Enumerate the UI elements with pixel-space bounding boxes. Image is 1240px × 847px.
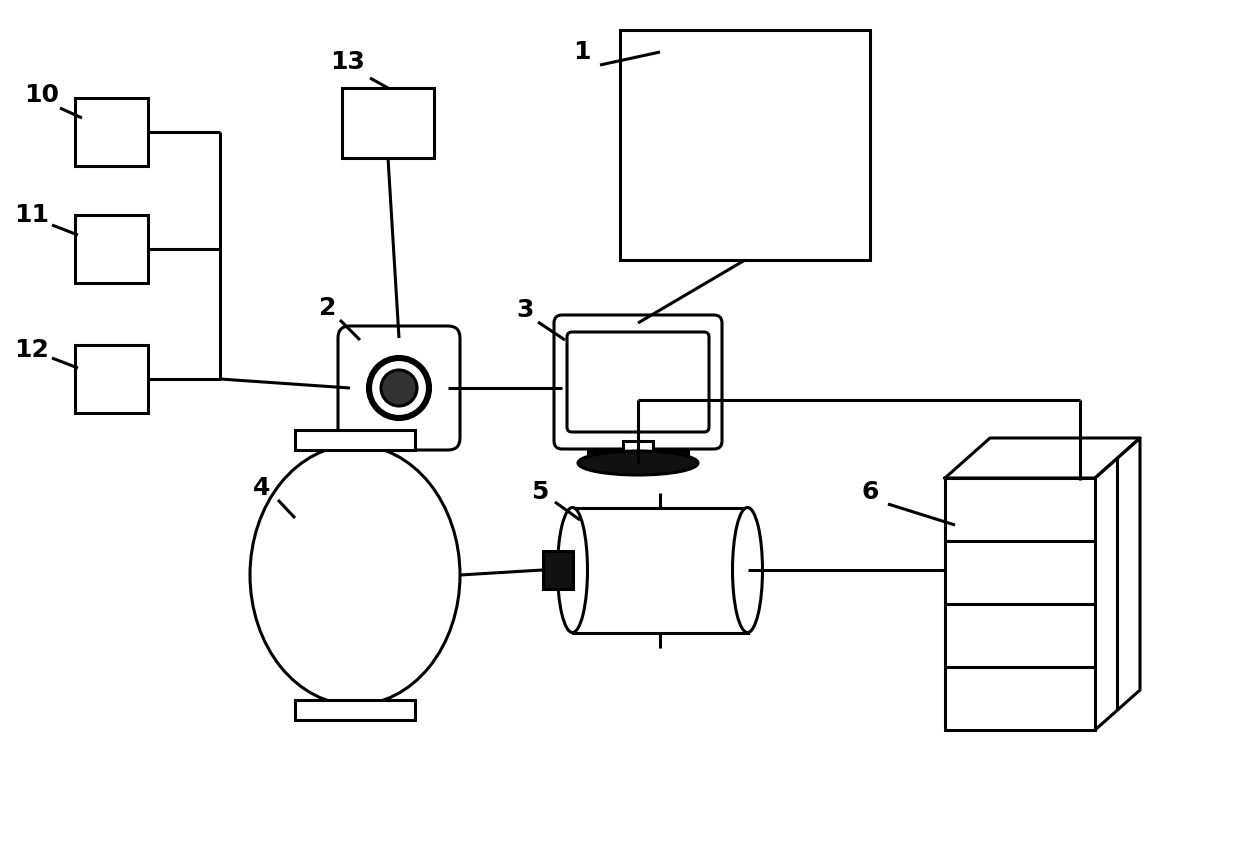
- Text: 13: 13: [331, 50, 366, 74]
- Ellipse shape: [558, 507, 588, 633]
- Bar: [74, 98, 148, 166]
- Bar: [295, 700, 415, 720]
- Circle shape: [370, 358, 429, 418]
- Text: 11: 11: [15, 203, 50, 227]
- Bar: [588, 451, 688, 463]
- Bar: [295, 430, 415, 450]
- Text: 10: 10: [25, 83, 60, 107]
- Text: 6: 6: [862, 480, 879, 504]
- Bar: [342, 88, 434, 158]
- Bar: [573, 507, 748, 633]
- Text: 2: 2: [320, 296, 337, 320]
- Text: 12: 12: [15, 338, 50, 362]
- FancyBboxPatch shape: [567, 332, 709, 432]
- Circle shape: [381, 370, 417, 406]
- Bar: [945, 478, 1095, 730]
- Ellipse shape: [733, 507, 763, 633]
- FancyBboxPatch shape: [339, 326, 460, 450]
- Text: 3: 3: [516, 298, 533, 322]
- Ellipse shape: [250, 445, 460, 705]
- Bar: [543, 551, 573, 589]
- Bar: [620, 30, 870, 260]
- FancyBboxPatch shape: [554, 315, 722, 449]
- Text: 5: 5: [531, 480, 548, 504]
- Text: 1: 1: [573, 40, 590, 64]
- Ellipse shape: [578, 451, 698, 475]
- Bar: [622, 441, 653, 453]
- Text: 4: 4: [253, 476, 270, 500]
- Bar: [74, 345, 148, 413]
- Bar: [74, 215, 148, 283]
